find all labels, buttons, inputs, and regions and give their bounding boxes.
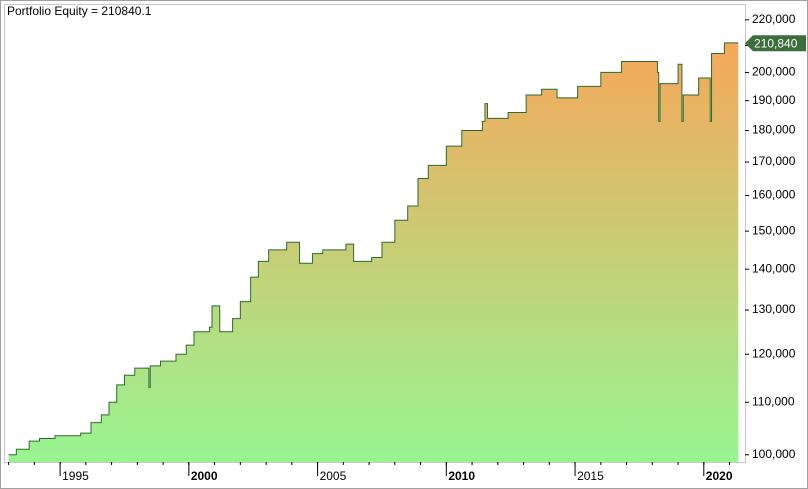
y-tick-label: 100,000 xyxy=(752,447,796,461)
y-tick-label: 200,000 xyxy=(752,65,796,79)
x-tick-label: 1995 xyxy=(62,469,89,483)
y-tick-label: 170,000 xyxy=(752,154,796,168)
y-tick-label: 190,000 xyxy=(752,93,796,107)
x-tick-label: 2005 xyxy=(320,469,347,483)
y-tick-label: 130,000 xyxy=(752,302,796,316)
y-tick-label: 220,000 xyxy=(752,12,796,26)
y-tick-label: 150,000 xyxy=(752,223,796,237)
y-tick-label: 160,000 xyxy=(752,188,796,202)
x-tick-label: 2000 xyxy=(191,469,218,483)
equity-area xyxy=(8,42,739,462)
current-value-label: 210,840 xyxy=(754,36,798,50)
equity-line xyxy=(8,42,739,456)
y-tick-label: 140,000 xyxy=(752,261,796,275)
current-value-marker xyxy=(745,35,806,52)
y-tick-label: 110,000 xyxy=(752,394,795,408)
x-tick-label: 2015 xyxy=(577,469,604,483)
chart-title: Portfolio Equity = 210840.1 xyxy=(7,4,152,18)
x-tick-label: 2020 xyxy=(706,469,733,483)
x-tick-label: 2010 xyxy=(448,469,475,483)
y-tick-label: 120,000 xyxy=(752,346,796,360)
y-tick-label: 180,000 xyxy=(752,123,796,137)
